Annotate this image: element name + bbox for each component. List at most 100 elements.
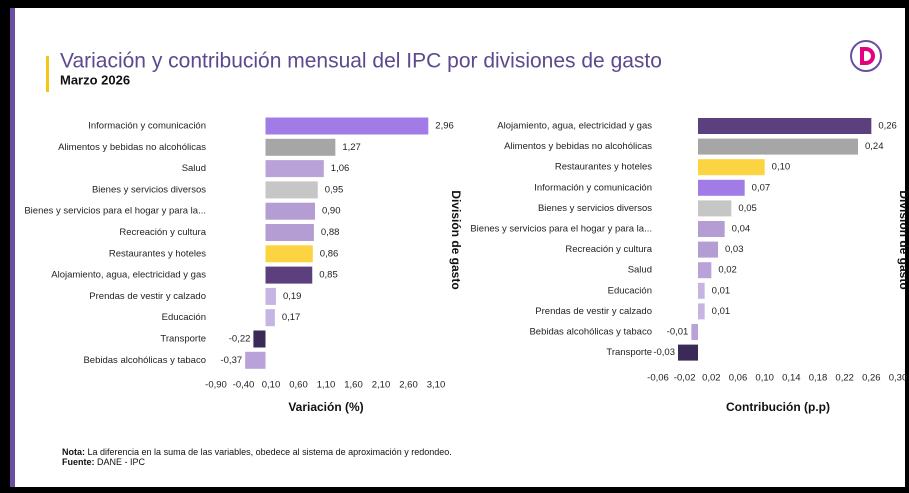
value-label: 0,07 xyxy=(752,182,771,193)
y-axis-title: División de gasto xyxy=(449,190,463,289)
category-label: Bienes y servicios diversos xyxy=(92,184,206,195)
value-label: 0,10 xyxy=(772,162,791,173)
logo xyxy=(850,40,882,72)
bar xyxy=(265,287,276,305)
bar xyxy=(265,138,336,156)
bar xyxy=(245,351,266,369)
x-axis-title: Variación (%) xyxy=(288,400,363,414)
category-label: Bebidas alcohólicas y tabaco xyxy=(529,327,652,338)
x-tick-label: 2,60 xyxy=(399,380,418,391)
value-label: -0,03 xyxy=(653,347,675,358)
value-label: 1,06 xyxy=(331,163,350,174)
x-axis-title: Contribución (p.p) xyxy=(726,400,830,414)
category-label: Bienes y servicios para el hogar y para … xyxy=(470,224,652,235)
category-label: Recreación y cultura xyxy=(119,227,206,238)
value-label: 0,95 xyxy=(325,184,344,195)
category-label: Prendas de vestir y calzado xyxy=(535,306,652,317)
bar xyxy=(698,282,705,299)
title: Variación y contribución mensual del IPC… xyxy=(60,50,662,73)
value-label: 0,05 xyxy=(738,203,757,214)
source-label: Fuente: xyxy=(62,457,95,467)
value-label: 0,26 xyxy=(878,121,897,132)
footnote-source: Fuente: DANE - IPC xyxy=(62,457,146,467)
bar xyxy=(265,117,429,135)
bar xyxy=(265,266,313,284)
x-tick-label: 0,02 xyxy=(702,373,721,384)
category-label: Bebidas alcohólicas y tabaco xyxy=(83,355,206,366)
x-tick-label: 0,60 xyxy=(289,380,308,391)
category-label: Transporte xyxy=(160,334,206,345)
category-label: Alimentos y bebidas no alcohólicas xyxy=(504,141,652,152)
footnote-note: Nota: La diferencia en la suma de las va… xyxy=(62,447,452,457)
bar xyxy=(253,330,266,348)
bar xyxy=(698,159,765,176)
value-label: 0,17 xyxy=(282,312,301,323)
category-label: Bienes y servicios diversos xyxy=(538,203,652,214)
bar xyxy=(698,179,745,196)
x-tick-label: -0,02 xyxy=(674,373,696,384)
bar xyxy=(698,118,872,134)
accent-bar xyxy=(46,56,49,92)
x-tick-label: 1,60 xyxy=(344,380,363,391)
category-label: Restaurantes y hoteles xyxy=(109,248,206,259)
x-tick-label: -0,90 xyxy=(205,380,227,391)
value-label: 0,24 xyxy=(865,141,884,152)
bar xyxy=(698,241,718,258)
category-label: Educación xyxy=(162,312,206,323)
value-label: 0,04 xyxy=(732,224,751,235)
bar xyxy=(698,303,705,320)
bar xyxy=(265,160,324,178)
category-label: Alimentos y bebidas no alcohólicas xyxy=(58,142,206,153)
category-label: Educación xyxy=(608,285,652,296)
x-tick-label: 1,10 xyxy=(317,380,336,391)
bar xyxy=(698,200,732,217)
subtitle: Marzo 2026 xyxy=(60,72,130,87)
value-label: 0,90 xyxy=(322,206,341,217)
value-label: 0,88 xyxy=(321,227,340,238)
side-stripe xyxy=(10,8,15,487)
bar xyxy=(678,344,698,361)
category-label: Alojamiento, agua, electricidad y gas xyxy=(497,121,652,132)
source-text: DANE - IPC xyxy=(97,457,146,467)
value-label: 0,86 xyxy=(320,248,339,259)
value-label: 0,01 xyxy=(712,285,731,296)
value-label: 1,27 xyxy=(342,142,361,153)
x-tick-label: 0,18 xyxy=(809,373,828,384)
note-text: La diferencia en la suma de las variable… xyxy=(88,447,452,457)
category-label: Bienes y servicios para el hogar y para … xyxy=(24,206,206,217)
value-label: 0,01 xyxy=(712,306,731,317)
bar xyxy=(691,324,698,340)
value-label: -0,22 xyxy=(229,334,251,345)
x-tick-label: 0,10 xyxy=(755,373,774,384)
category-label: Alojamiento, agua, electricidad y gas xyxy=(51,270,206,281)
bar xyxy=(265,309,275,327)
x-tick-label: -0,40 xyxy=(233,380,255,391)
category-label: Información y comunicación xyxy=(88,121,206,132)
x-tick-label: -0,06 xyxy=(647,373,669,384)
category-label: Información y comunicación xyxy=(534,182,652,193)
bar xyxy=(265,181,318,199)
bar xyxy=(698,138,858,155)
value-label: 0,03 xyxy=(725,244,744,255)
value-label: 0,19 xyxy=(283,291,302,302)
note-label: Nota: xyxy=(62,447,85,457)
value-label: 0,85 xyxy=(319,270,338,281)
y-axis-title: División de gasto xyxy=(897,190,909,289)
category-label: Salud xyxy=(628,265,652,276)
bar xyxy=(265,245,313,263)
value-label: -0,37 xyxy=(220,355,242,366)
x-tick-label: 0,10 xyxy=(262,380,281,391)
bar xyxy=(265,202,315,220)
x-tick-label: 0,14 xyxy=(782,373,801,384)
bar xyxy=(265,224,314,241)
value-label: 2,96 xyxy=(435,121,454,132)
value-label: 0,02 xyxy=(718,265,737,276)
category-label: Salud xyxy=(182,163,206,174)
category-label: Recreación y cultura xyxy=(565,244,652,255)
x-tick-label: 0,22 xyxy=(835,373,854,384)
category-label: Prendas de vestir y calzado xyxy=(89,291,206,302)
bar xyxy=(698,262,712,279)
x-tick-label: 2,10 xyxy=(372,380,391,391)
x-tick-label: 0,26 xyxy=(862,373,881,384)
